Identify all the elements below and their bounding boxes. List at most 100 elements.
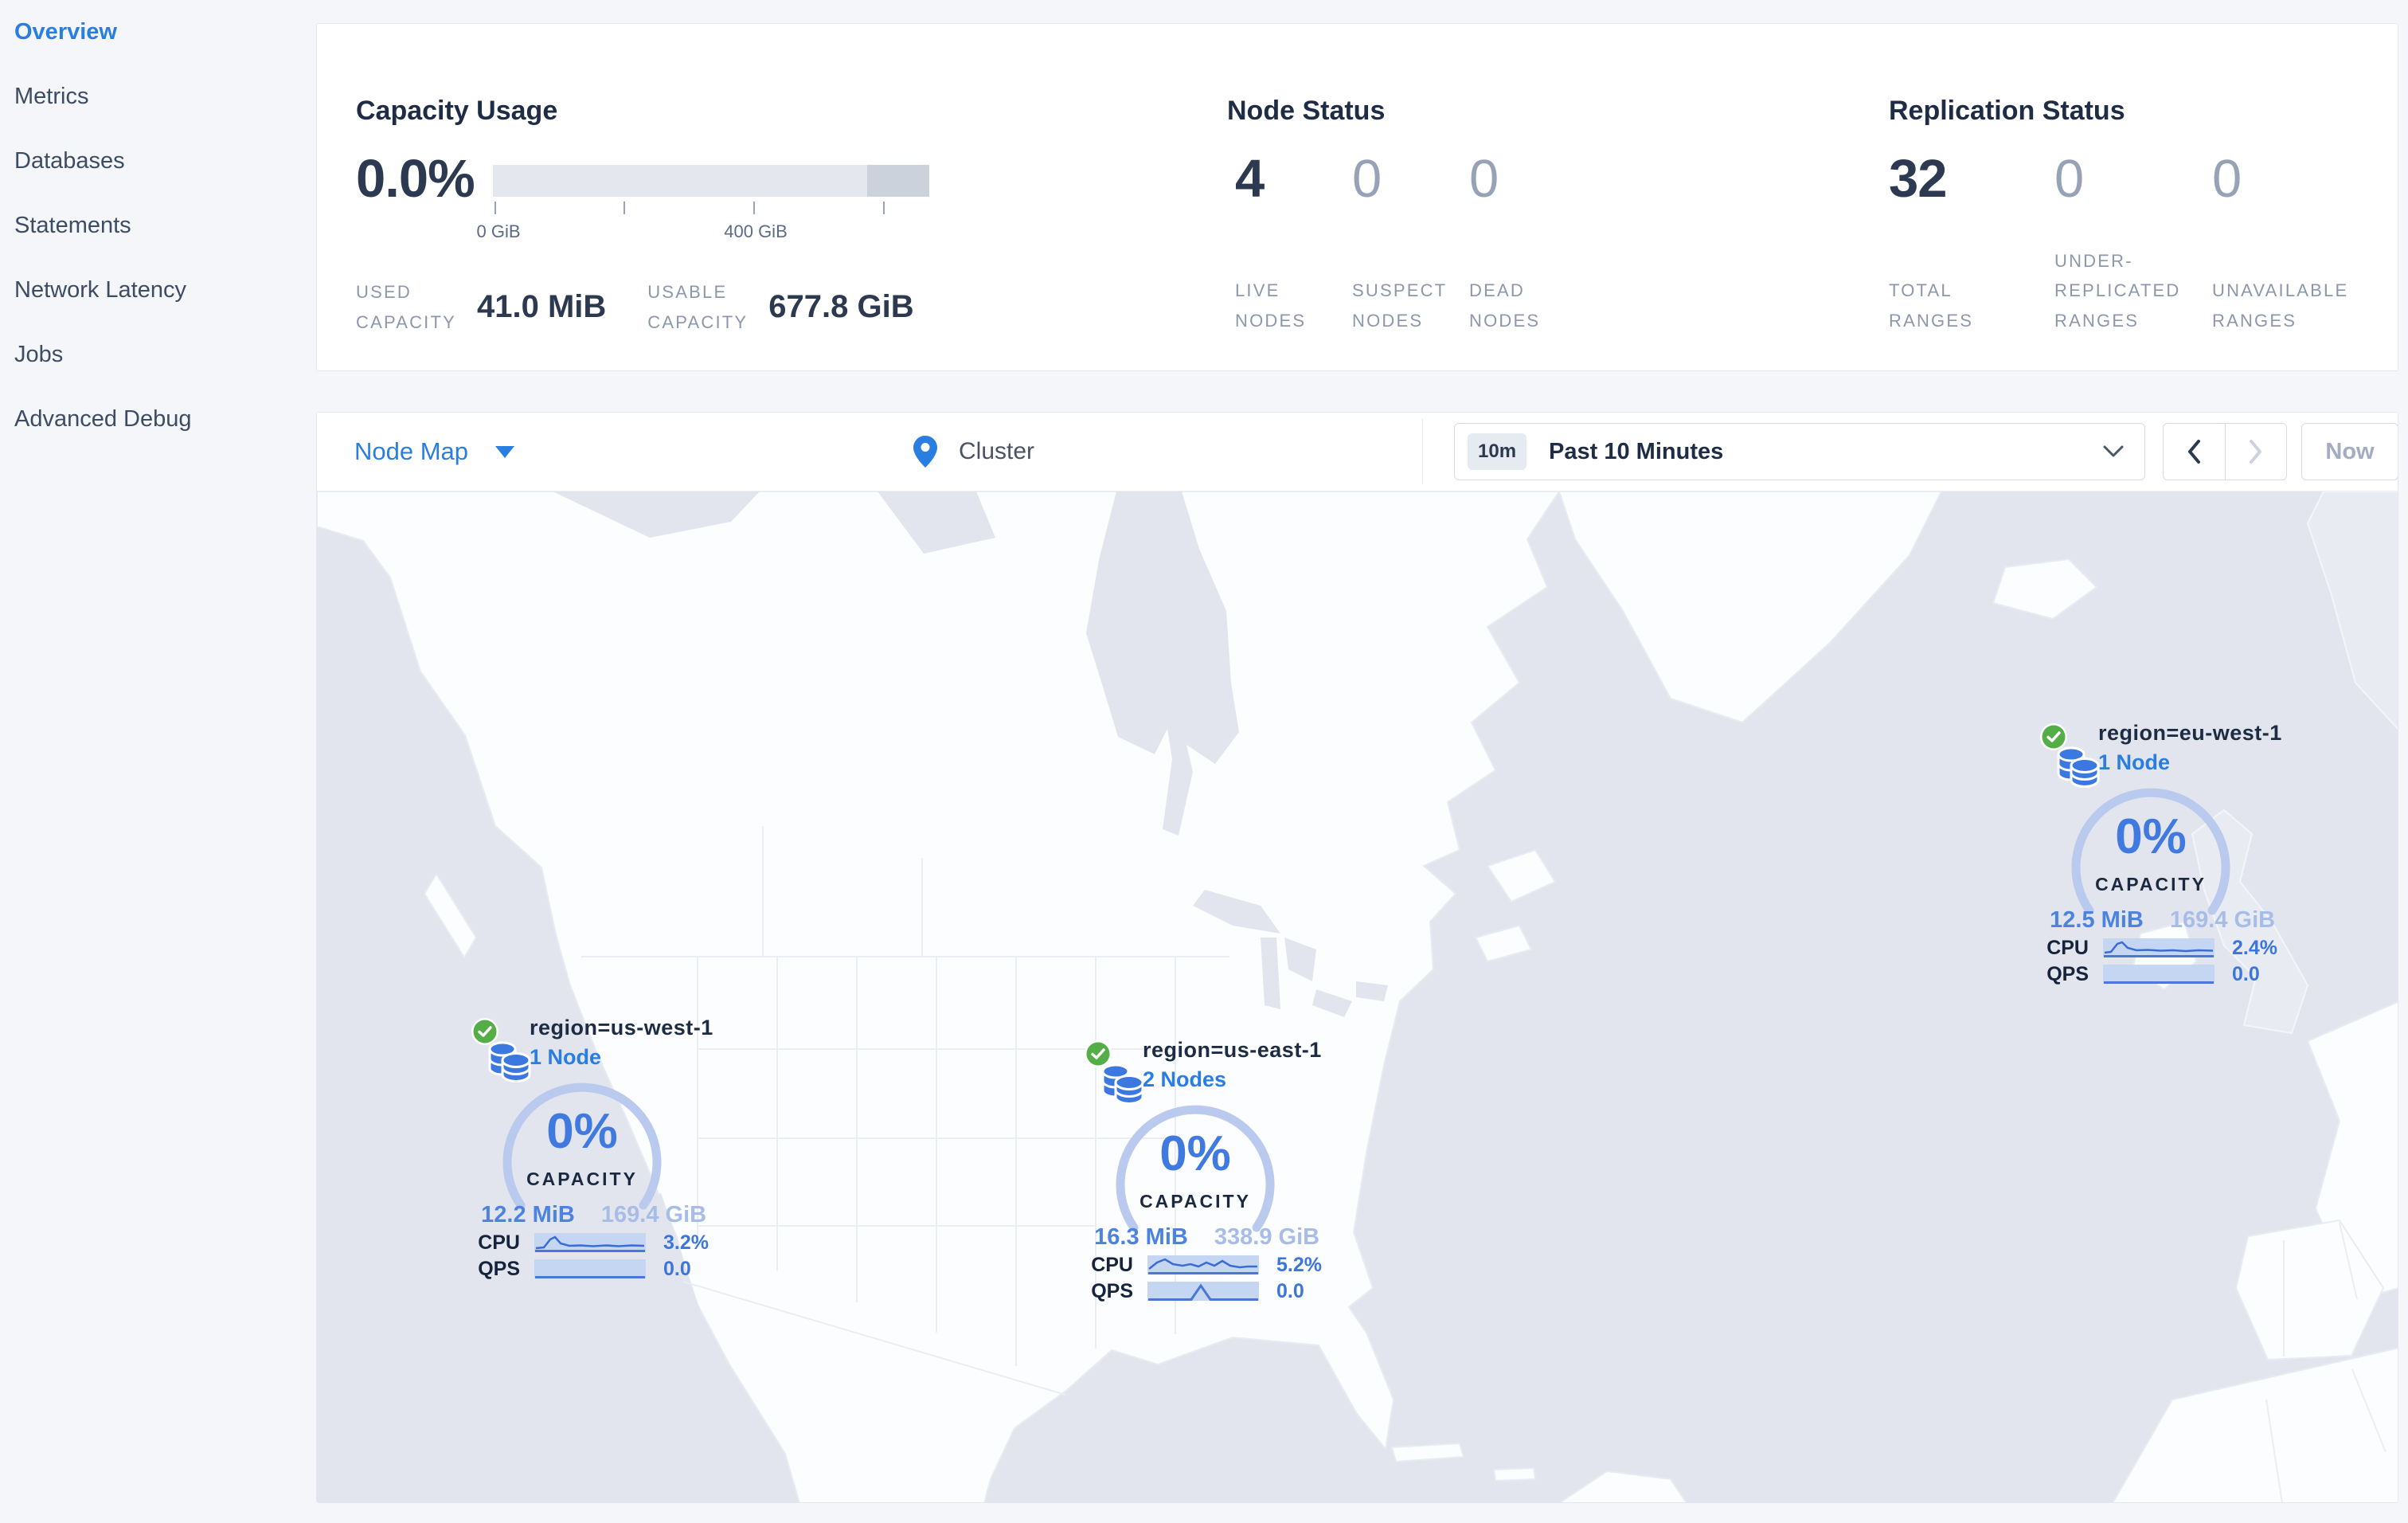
capacity-axis-label-400: 400 GiB	[724, 221, 788, 241]
cpu-sparkline	[1147, 1255, 1259, 1274]
capacity-usage-title: Capacity Usage	[356, 96, 558, 127]
database-stack-icon	[1101, 1063, 1144, 1105]
gauge-caption: CAPACITY	[2095, 874, 2207, 895]
sidebar-item-advanced-debug[interactable]: Advanced Debug	[0, 387, 316, 452]
dead-nodes-count: 0	[1469, 149, 1499, 209]
cpu-row: CPU 3.2%	[471, 1231, 709, 1254]
gauge-percent: 0%	[1159, 1126, 1231, 1181]
capacity-axis-tick	[883, 202, 885, 214]
qps-row: QPS 0.0	[1084, 1279, 1304, 1302]
breadcrumb-label: Cluster	[959, 438, 1035, 464]
replication-status-title: Replication Status	[1889, 96, 2125, 127]
node-total-capacity: 169.4 GiB	[2169, 907, 2276, 933]
view-mode-dropdown[interactable]: Node Map	[354, 413, 515, 491]
cluster-summary-card: Capacity Usage 0.0% 0 GiB 400 GiB USED C…	[316, 23, 2398, 371]
sidebar-item-databases[interactable]: Databases	[0, 129, 316, 194]
node-region-label: region=us-west-1	[530, 1016, 713, 1039]
node-used-capacity: 16.3 MiB	[1094, 1224, 1188, 1250]
breadcrumb[interactable]: Cluster	[913, 413, 1034, 491]
sidebar-item-metrics[interactable]: Metrics	[0, 65, 316, 129]
node-count-link[interactable]: 1 Node	[530, 1045, 602, 1069]
node-used-capacity: 12.2 MiB	[481, 1202, 575, 1227]
cpu-sparkline	[2103, 938, 2214, 957]
cpu-value: 5.2%	[1276, 1253, 1322, 1276]
cpu-value: 3.2%	[663, 1231, 709, 1254]
qps-value: 0.0	[2232, 962, 2260, 985]
gauge-arc	[1116, 1105, 1275, 1232]
capacity-axis-tick	[753, 202, 755, 214]
sidebar-item-statements[interactable]: Statements	[0, 194, 316, 258]
time-next-button[interactable]	[2226, 424, 2287, 480]
chevron-down-icon	[495, 445, 515, 458]
view-mode-label: Node Map	[354, 437, 469, 465]
database-stack-icon	[2057, 746, 2100, 788]
gauge-caption: CAPACITY	[1140, 1191, 1251, 1212]
capacity-gauge: 0% CAPACITY	[2055, 788, 2246, 923]
healthy-check-icon	[2040, 723, 2067, 750]
capacity-bar-reserved-segment	[866, 165, 929, 197]
time-range-dropdown[interactable]: 10m Past 10 Minutes	[1454, 423, 2145, 480]
now-button-label: Now	[2325, 438, 2375, 464]
cpu-row: CPU 2.4%	[2039, 936, 2277, 959]
map-node-us-west-1: region=us-west-1 1 Node 0% CAPACITY 12.2…	[471, 1014, 713, 1285]
qps-sparkline	[1147, 1282, 1259, 1301]
world-map	[317, 491, 2398, 1502]
cpu-label: CPU	[478, 1231, 520, 1254]
usable-capacity-label: USABLE CAPACITY	[647, 282, 749, 332]
time-range-label: Past 10 Minutes	[1549, 438, 1724, 464]
qps-row: QPS 0.0	[471, 1257, 691, 1280]
sidebar-item-jobs[interactable]: Jobs	[0, 323, 316, 387]
qps-value: 0.0	[1276, 1279, 1304, 1302]
sidebar-item-overview[interactable]: Overview	[0, 0, 316, 65]
healthy-check-icon	[471, 1018, 498, 1045]
time-range-badge: 10m	[1468, 433, 1527, 470]
sidebar-item-label: Metrics	[14, 84, 89, 109]
gauge-arc	[2071, 788, 2230, 915]
sidebar-item-label: Network Latency	[14, 277, 186, 303]
node-count-link[interactable]: 2 Nodes	[1143, 1067, 1227, 1091]
cpu-value: 2.4%	[2232, 936, 2277, 959]
qps-label: QPS	[2046, 962, 2089, 985]
chevron-down-icon	[2103, 445, 2124, 457]
sidebar-item-label: Overview	[14, 19, 117, 45]
unavailable-ranges-count: 0	[2212, 149, 2242, 209]
cpu-sparkline	[534, 1233, 646, 1252]
node-total-capacity: 169.4 GiB	[600, 1202, 707, 1227]
map-node-us-east-1: region=us-east-1 2 Nodes 0% CAPACITY 16.…	[1084, 1036, 1323, 1307]
sidebar: Overview Metrics Databases Statements Ne…	[0, 0, 316, 1523]
sidebar-item-label: Databases	[14, 148, 125, 174]
suspect-nodes-count: 0	[1352, 149, 1382, 209]
used-capacity-label: USED CAPACITY	[356, 282, 456, 332]
gauge-arc	[502, 1083, 662, 1210]
page-bottom-margin	[0, 1503, 2408, 1523]
healthy-check-icon	[1085, 1040, 1112, 1067]
capacity-gauge: 0% CAPACITY	[1100, 1105, 1291, 1240]
under-replicated-ranges-count: 0	[2054, 149, 2084, 209]
cpu-label: CPU	[1091, 1253, 1133, 1276]
time-prev-button[interactable]	[2164, 424, 2226, 480]
sidebar-item-label: Jobs	[14, 342, 64, 367]
chevron-left-icon	[2188, 440, 2201, 464]
live-nodes-count: 4	[1235, 149, 1265, 209]
usable-capacity-value: 677.8 GiB	[768, 289, 914, 325]
capacity-gauge: 0% CAPACITY	[487, 1083, 678, 1218]
live-nodes-label: LIVE NODES	[1235, 280, 1307, 331]
sidebar-item-network-latency[interactable]: Network Latency	[0, 258, 316, 323]
now-button[interactable]: Now	[2301, 423, 2398, 480]
capacity-footer: USED CAPACITY 41.0 MiB USABLE CAPACITY 6…	[356, 277, 914, 337]
node-used-capacity: 12.5 MiB	[2050, 907, 2144, 933]
suspect-nodes-label: SUSPECT NODES	[1352, 280, 1447, 331]
unavailable-ranges-label: UNAVAILABLE RANGES	[2212, 280, 2349, 331]
node-map: region=us-west-1 1 Node 0% CAPACITY 12.2…	[317, 491, 2398, 1502]
gauge-percent: 0%	[2115, 809, 2187, 864]
toolbar-divider	[1422, 419, 1423, 484]
node-count-link[interactable]: 1 Node	[2098, 750, 2171, 774]
node-map-card: Node Map Cluster 10m Past 10 Minutes	[316, 412, 2398, 1503]
node-total-capacity: 338.9 GiB	[1214, 1224, 1320, 1250]
capacity-bar	[493, 165, 929, 197]
database-stack-icon	[488, 1041, 531, 1083]
sidebar-item-label: Advanced Debug	[14, 406, 192, 432]
capacity-axis-label-0: 0 GiB	[476, 221, 521, 241]
gauge-percent: 0%	[546, 1104, 618, 1159]
qps-label: QPS	[478, 1257, 520, 1280]
